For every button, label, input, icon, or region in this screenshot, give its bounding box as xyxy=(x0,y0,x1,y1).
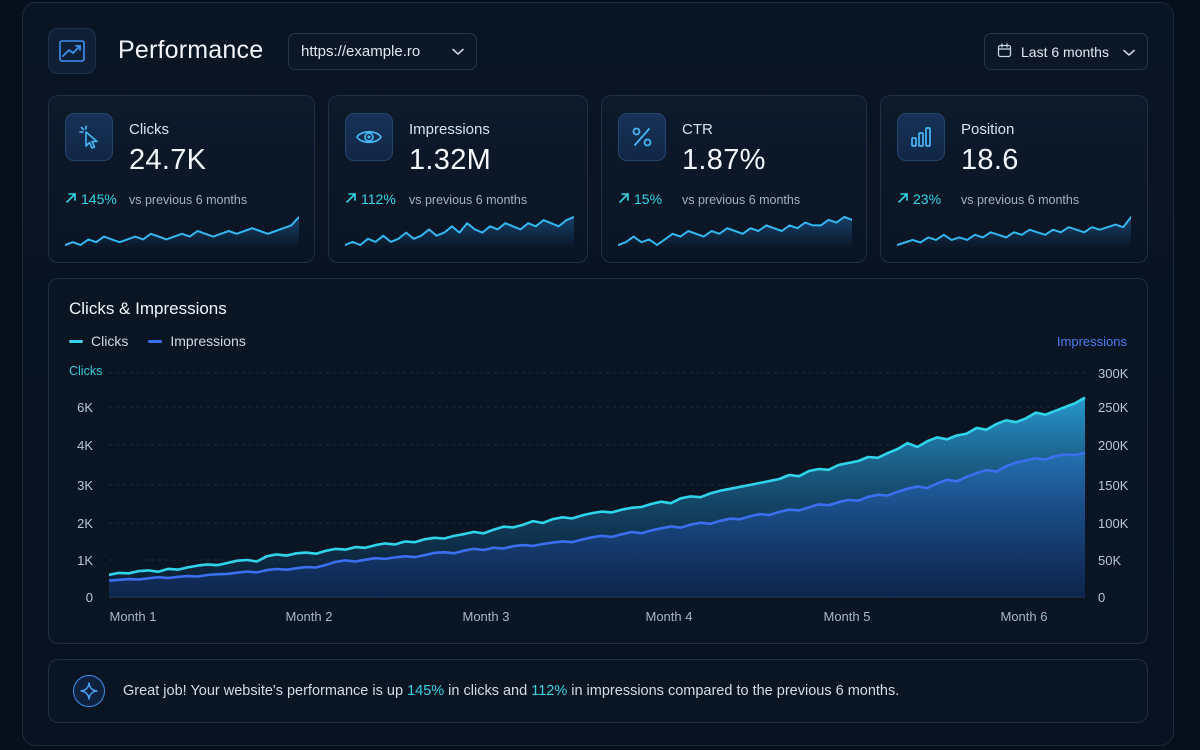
kpi-label: Position xyxy=(961,121,1015,138)
y-right-tick-label: 250K xyxy=(1098,400,1129,415)
legend-swatch xyxy=(69,339,83,343)
y-left-tick-label: 6K xyxy=(77,400,93,415)
kpi-label: CTR xyxy=(682,121,713,138)
y-left-tick-label: 3K xyxy=(77,478,93,493)
clicks-impressions-chart[interactable]: 0 1K 2K 3K 4K 6K 0 50K 100K 150K 200K 250K 300K Month… xyxy=(49,279,1149,645)
arrow-up-right-icon xyxy=(345,191,357,207)
arrow-up-right-icon xyxy=(618,191,630,207)
right-axis-title: Impressions xyxy=(1056,334,1127,349)
legend-label: Impressions xyxy=(170,333,246,349)
sparkle-icon xyxy=(73,675,105,707)
y-right-tick-label: 300K xyxy=(1098,366,1129,381)
y-left-tick-label: 1K xyxy=(77,553,93,568)
insight-text: Great job! Your website's performance is… xyxy=(123,683,899,699)
arrow-up-right-icon xyxy=(65,191,77,207)
clicks-area xyxy=(109,397,1085,597)
kpi-delta-value: 23% xyxy=(913,191,942,207)
kpi-compare-text: vs previous 6 months xyxy=(961,193,1080,207)
y-right-tick-label: 200K xyxy=(1098,438,1129,453)
sparkline-area xyxy=(65,217,299,248)
sparkline-line xyxy=(345,216,574,246)
sparkline-line xyxy=(65,216,299,246)
sparkline-line xyxy=(897,216,1131,246)
site-select-value: https://example.ro xyxy=(301,43,421,60)
kpi-compare-text: vs previous 6 months xyxy=(129,193,248,207)
y-right-tick-label: 50K xyxy=(1098,553,1121,568)
x-tick-label: Month 3 xyxy=(463,609,510,624)
y-right-tick-label: 0 xyxy=(1098,590,1105,605)
legend-item-clicks[interactable]: Clicks xyxy=(69,333,128,349)
kpi-sparkline xyxy=(345,216,574,248)
kpi-delta-value: 112% xyxy=(361,191,396,207)
kpi-delta: 145% xyxy=(65,191,117,207)
eye-icon xyxy=(345,113,393,161)
legend-item-impressions[interactable]: Impressions xyxy=(148,333,246,349)
y-left-tick-label: 2K xyxy=(77,516,93,531)
kpi-card-ctr[interactable]: CTR 1.87% 15% vs previous 6 months xyxy=(601,95,867,263)
kpi-compare-text: vs previous 6 months xyxy=(409,193,528,207)
kpi-sparkline xyxy=(65,216,299,248)
sparkline-area xyxy=(345,217,574,248)
kpi-card-impressions[interactable]: Impressions 1.32M 112% vs previous 6 mon… xyxy=(328,95,588,263)
impressions-line xyxy=(108,451,1086,582)
clicks-line xyxy=(108,396,1086,577)
kpi-sparkline xyxy=(897,216,1131,248)
insight-text-part: Great job! Your website's performance is… xyxy=(123,683,408,699)
y-right-tick-label: 100K xyxy=(1098,516,1129,531)
kpi-card-clicks[interactable]: Clicks 24.7K 145% vs previous 6 months xyxy=(48,95,315,263)
kpi-delta-value: 145% xyxy=(81,191,117,207)
chart-legend: Clicks Impressions xyxy=(69,333,246,349)
insight-clicks-pct: 145% xyxy=(407,683,445,699)
site-select[interactable]: https://example.ro xyxy=(288,33,477,70)
kpi-delta: 23% xyxy=(897,191,941,207)
legend-label: Clicks xyxy=(91,333,129,349)
x-tick-label: Month 1 xyxy=(110,609,157,624)
sparkline-area xyxy=(618,217,852,248)
arrow-up-right-icon xyxy=(897,191,909,207)
chevron-down-icon xyxy=(452,43,464,60)
insight-text-part: in clicks and xyxy=(444,683,532,699)
kpi-label: Clicks xyxy=(129,121,169,138)
y-left-tick-label: 0 xyxy=(86,590,93,605)
insight-banner: Great job! Your website's performance is… xyxy=(48,659,1148,723)
x-tick-label: Month 2 xyxy=(286,609,333,624)
left-axis-title: Clicks xyxy=(69,364,103,378)
trend-up-icon xyxy=(48,28,96,74)
insight-impressions-pct: 112% xyxy=(531,683,568,699)
cursor-click-icon xyxy=(65,113,113,161)
bar-chart-icon xyxy=(897,113,945,161)
chart-title: Clicks & Impressions xyxy=(69,299,227,318)
calendar-icon xyxy=(997,42,1012,61)
page-title: Performance xyxy=(118,36,264,64)
kpi-compare-text: vs previous 6 months xyxy=(682,193,801,207)
kpi-value: 24.7K xyxy=(129,144,207,176)
kpi-delta: 112% xyxy=(345,191,396,207)
x-tick-label: Month 6 xyxy=(1001,609,1048,624)
x-tick-label: Month 5 xyxy=(824,609,871,624)
kpi-sparkline xyxy=(618,216,852,248)
y-right-tick-label: 150K xyxy=(1098,478,1129,493)
chevron-down-icon xyxy=(1123,44,1135,60)
date-range-select[interactable]: Last 6 months xyxy=(984,33,1148,70)
kpi-value: 18.6 xyxy=(961,144,1019,176)
kpi-delta: 15% xyxy=(618,191,662,207)
kpi-label: Impressions xyxy=(409,121,490,138)
insight-text-part: in impressions compared to the previous … xyxy=(567,683,900,699)
kpi-delta-value: 15% xyxy=(634,191,663,207)
y-left-tick-label: 4K xyxy=(77,438,93,453)
kpi-value: 1.87% xyxy=(682,144,766,176)
clicks-impressions-chart-panel: 0 1K 2K 3K 4K 6K 0 50K 100K 150K 200K 250K 300K Month… xyxy=(48,278,1148,644)
sparkline-line xyxy=(618,216,852,246)
x-tick-label: Month 4 xyxy=(646,609,693,624)
kpi-card-position[interactable]: Position 18.6 23% vs previous 6 months xyxy=(880,95,1148,263)
legend-swatch xyxy=(148,339,163,343)
kpi-value: 1.32M xyxy=(409,144,492,176)
percent-icon xyxy=(618,113,666,161)
date-range-value: Last 6 months xyxy=(1021,43,1109,60)
